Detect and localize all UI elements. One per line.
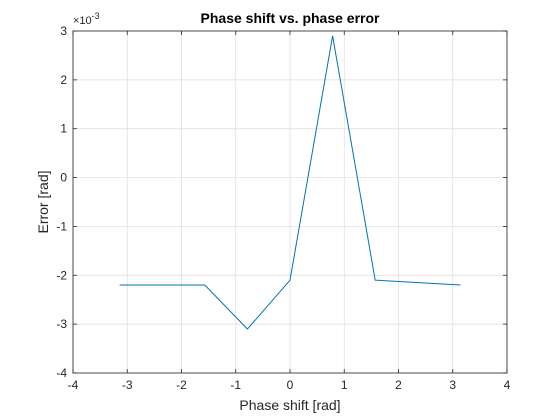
chart-title: Phase shift vs. phase error [201,10,381,26]
x-tick-label: 4 [504,378,511,392]
x-tick-label: 3 [449,378,456,392]
x-tick-label: -4 [68,378,79,392]
y-exponent-power: -3 [92,11,100,21]
y-tick-label: 1 [60,122,67,136]
x-tick-label: 2 [395,378,402,392]
x-tick-label: 0 [287,378,294,392]
series-line [119,35,461,330]
y-tick-label: -2 [56,268,67,282]
y-axis-label: Error [rad] [35,170,51,233]
y-tick-label: -1 [56,219,67,233]
y-exponent-label: ×10-3 [73,11,100,27]
y-tick-label: -3 [56,317,67,331]
tick-layer: -4 -3 -2 -1 0 1 2 3 4 -4 -3 -2 -1 0 1 2 3 [56,24,510,392]
x-axis-label: Phase shift [rad] [239,397,340,413]
x-tick-label: -3 [122,378,133,392]
y-tick-label: 2 [60,73,67,87]
x-tick-label: 1 [341,378,348,392]
y-tick-label: -4 [56,366,67,380]
data-layer [119,35,461,330]
y-tick-label: 0 [60,171,67,185]
x-tick-label: -1 [230,378,241,392]
y-exponent-base: ×10 [73,15,92,27]
x-tick-label: -2 [176,378,187,392]
y-tick-label: 3 [60,24,67,38]
